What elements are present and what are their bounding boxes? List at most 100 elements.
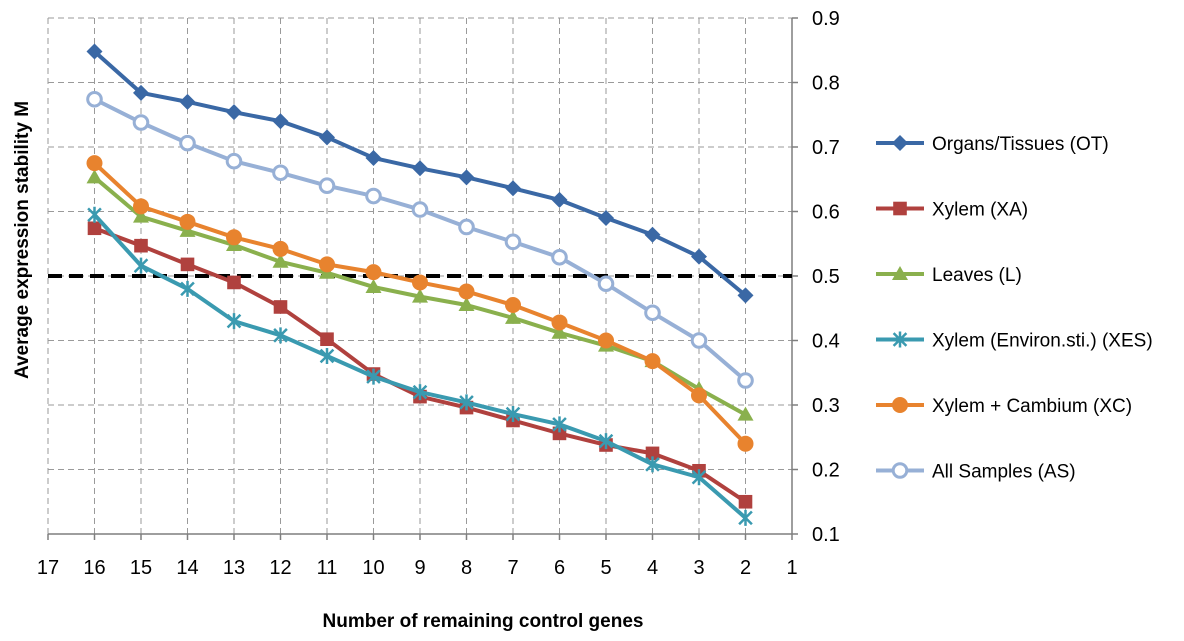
data-point — [86, 43, 103, 60]
data-point — [738, 509, 753, 526]
x-tick-label: 16 — [83, 557, 105, 579]
data-point — [892, 331, 908, 348]
data-point — [597, 275, 615, 293]
data-point — [893, 201, 907, 216]
series-xylem-environ-sti-xes — [87, 206, 753, 526]
data-point — [645, 456, 660, 473]
legend-label: Organs/Tissues (OT) — [932, 134, 1109, 155]
x-tick-label: 4 — [647, 557, 658, 579]
y-tick-label: 0.5 — [812, 266, 840, 288]
data-point — [505, 406, 521, 423]
data-point — [644, 226, 661, 243]
data-point — [365, 264, 382, 281]
data-point — [180, 280, 195, 297]
legend-label: Xylem + Cambium (XC) — [932, 396, 1132, 417]
data-point — [505, 297, 521, 314]
x-tick-label: 15 — [130, 557, 152, 579]
tick-labels: 17 16 15 14 13 12 11 10 9 8 7 6 5 4 3 2 1 0.1 0.2 0.3 0.4 0.5… — [37, 8, 840, 579]
data-point — [319, 347, 335, 364]
data-point — [598, 332, 614, 349]
data-point — [504, 233, 522, 251]
x-tick-label: 1 — [786, 557, 797, 579]
data-point — [738, 494, 753, 509]
legend-item: Xylem + Cambium (XC) — [876, 396, 1132, 417]
data-point — [226, 104, 242, 121]
x-tick-label: 10 — [362, 557, 384, 579]
data-point — [691, 387, 707, 404]
data-point — [412, 160, 428, 177]
data-point — [133, 198, 149, 215]
data-point — [225, 152, 243, 170]
data-point — [227, 275, 241, 290]
data-point — [691, 248, 707, 265]
data-point — [226, 313, 242, 330]
data-point — [644, 304, 661, 322]
series-organs-tissues-ot — [86, 43, 754, 304]
data-point — [505, 309, 521, 324]
x-tick-label: 13 — [223, 557, 245, 579]
legend-label: Xylem (Environ.sti.) (XES) — [932, 331, 1153, 352]
data-point — [737, 435, 754, 452]
y-axis-label: Average expression stability M — [12, 101, 33, 379]
x-tick-label: 12 — [269, 557, 291, 579]
data-point — [87, 221, 102, 236]
data-point — [133, 208, 149, 223]
data-point — [365, 149, 382, 166]
legend-label: All Samples (AS) — [932, 462, 1076, 483]
data-point — [892, 266, 908, 280]
data-point — [272, 253, 289, 268]
x-tick-label: 8 — [461, 557, 472, 579]
x-tick-label: 7 — [507, 557, 518, 579]
y-tick-label: 0.9 — [812, 8, 840, 30]
data-point — [180, 257, 195, 272]
data-point — [365, 187, 382, 205]
data-point — [319, 256, 335, 273]
y-tick-label: 0.6 — [812, 202, 840, 224]
data-point — [134, 238, 148, 253]
x-tick-label: 3 — [693, 557, 704, 579]
data-point — [551, 248, 568, 266]
data-point — [737, 287, 754, 304]
data-point — [551, 324, 568, 339]
data-point — [459, 394, 474, 411]
data-point — [272, 113, 289, 130]
y-tick-label: 0.4 — [812, 331, 840, 353]
data-point — [273, 300, 288, 314]
data-point — [552, 416, 567, 433]
data-point — [272, 164, 289, 182]
data-point — [366, 368, 381, 385]
data-point — [458, 297, 475, 312]
data-point — [179, 134, 196, 152]
data-point — [891, 462, 909, 479]
y-tick-label: 0.8 — [812, 73, 840, 95]
data-point — [133, 84, 149, 101]
data-point — [86, 90, 103, 108]
data-point — [551, 191, 568, 208]
x-tick-label: 14 — [176, 557, 198, 579]
legend-item: Leaves (L) — [876, 265, 1022, 286]
data-point — [892, 135, 908, 151]
data-point — [737, 372, 754, 389]
x-tick-label: 2 — [740, 557, 751, 579]
data-point — [412, 274, 428, 291]
legend-item: All Samples (AS) — [876, 462, 1076, 483]
y-tick-label: 0.2 — [812, 460, 840, 482]
data-point — [179, 222, 196, 237]
data-point — [458, 218, 475, 236]
data-point — [226, 229, 242, 246]
x-tick-label: 17 — [37, 557, 59, 579]
series-xylem-cambium-xc — [86, 155, 754, 452]
data-point — [87, 206, 102, 223]
legend-label: Leaves (L) — [932, 265, 1022, 286]
y-tick-label: 0.3 — [812, 395, 840, 417]
x-tick-label: 9 — [414, 557, 425, 579]
x-tick-label: 6 — [554, 557, 565, 579]
y-tick-label: 0.1 — [812, 524, 840, 546]
data-point — [458, 169, 475, 186]
data-point — [412, 384, 428, 401]
data-point — [645, 446, 660, 461]
y-tick-label: 0.7 — [812, 137, 840, 159]
data-point — [552, 426, 567, 441]
legend-item: Organs/Tissues (OT) — [876, 134, 1109, 155]
